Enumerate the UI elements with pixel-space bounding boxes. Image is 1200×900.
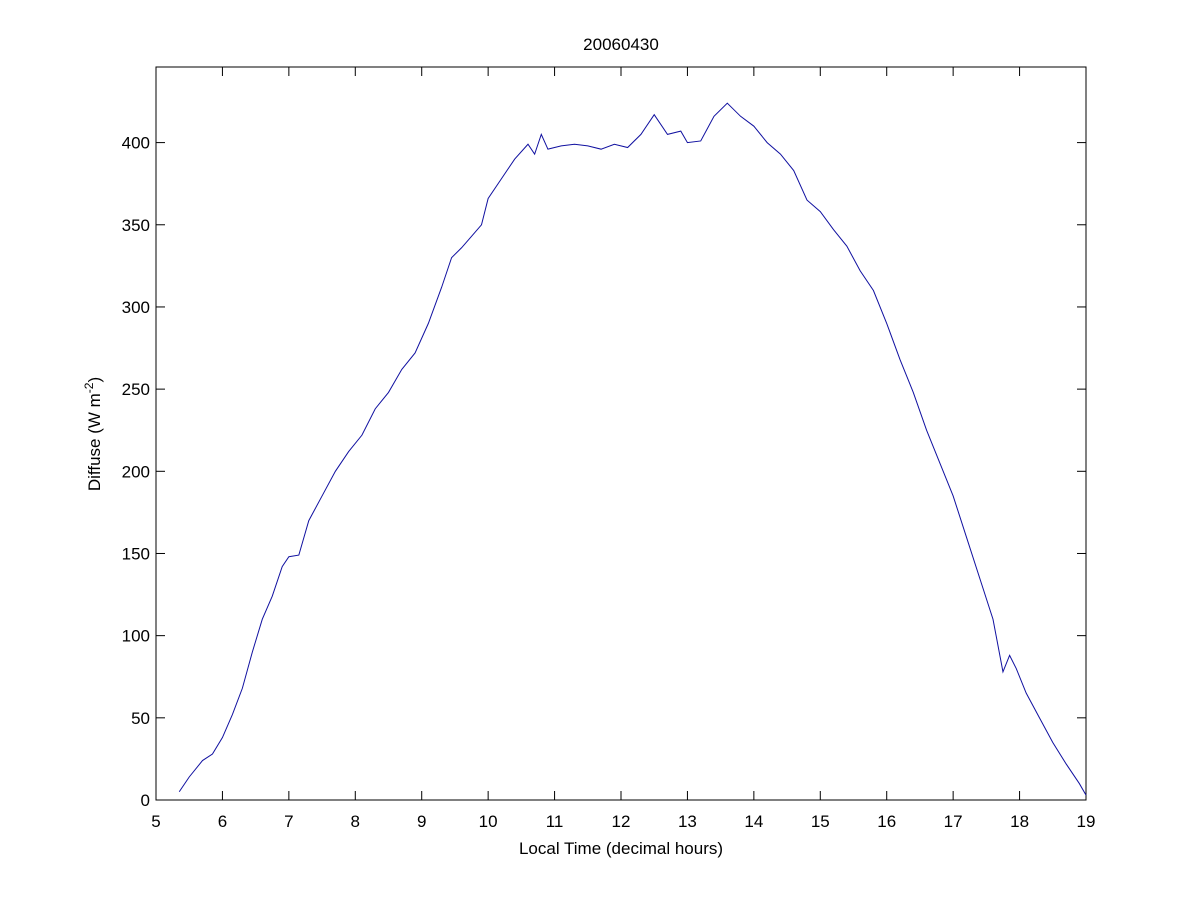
y-tick-label: 200	[122, 462, 150, 481]
chart-title: 20060430	[583, 35, 659, 54]
x-tick-label: 17	[944, 812, 963, 831]
x-tick-label: 9	[417, 812, 426, 831]
y-tick-label: 150	[122, 544, 150, 563]
x-tick-label: 7	[284, 812, 293, 831]
x-tick-label: 5	[151, 812, 160, 831]
plot-area	[155, 66, 1087, 801]
y-tick-label: 300	[122, 298, 150, 317]
y-axis-label: Diffuse (W m-2)	[82, 377, 104, 491]
x-tick-label: 16	[877, 812, 896, 831]
y-tick-label: 50	[131, 709, 150, 728]
x-tick-label: 8	[351, 812, 360, 831]
x-tick-label: 14	[744, 812, 763, 831]
y-tick-label: 400	[122, 134, 150, 153]
x-tick-label: 19	[1077, 812, 1096, 831]
y-tick-label: 100	[122, 627, 150, 646]
x-axis-label: Local Time (decimal hours)	[519, 839, 723, 858]
x-tick-label: 13	[678, 812, 697, 831]
y-tick-label: 350	[122, 216, 150, 235]
data-line	[178, 102, 1087, 796]
x-tick-label: 6	[218, 812, 227, 831]
x-tick-label: 11	[546, 812, 564, 831]
y-tick-label: 0	[141, 791, 150, 810]
x-tick-label: 10	[479, 812, 498, 831]
x-tick-label: 12	[612, 812, 631, 831]
x-tick-label: 15	[811, 812, 830, 831]
y-tick-label: 250	[122, 380, 150, 399]
x-tick-label: 18	[1010, 812, 1029, 831]
